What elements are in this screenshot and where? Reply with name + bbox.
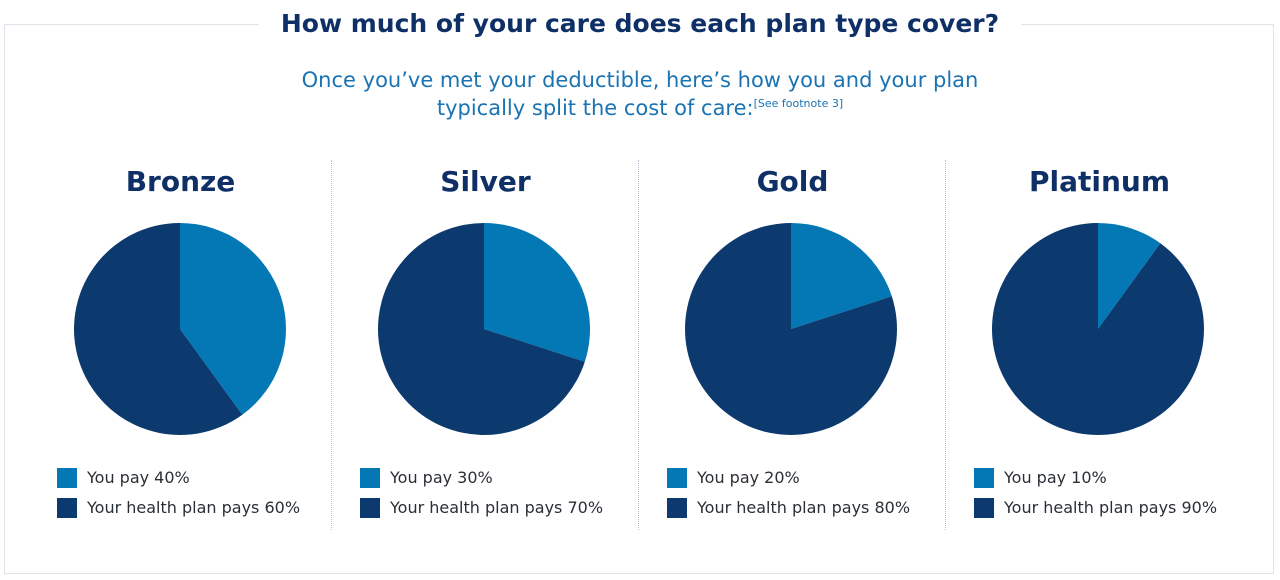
plan-panel-gold: Gold You pay 20% Your health plan pays 8… [639,158,946,538]
plan-title: Platinum [1028,165,1171,198]
plan-pays-swatch [667,498,687,518]
plan-pays-swatch [360,498,380,518]
legend-label: Your health plan pays 80% [697,498,911,517]
plan-panel-platinum: Platinum You pay 10% Your health plan pa… [946,158,1253,538]
page-title: How much of your care does each plan typ… [258,4,1022,44]
plan-pays-slice [73,223,243,435]
title-wrap: How much of your care does each plan typ… [0,4,1280,44]
pie-chart [378,223,590,435]
plan-title: Bronze [125,165,236,198]
pie-chart [992,223,1204,435]
panel-divider [945,160,946,530]
legend-label: You pay 30% [390,468,493,487]
panel-divider [331,160,332,530]
plan-title: Gold [756,165,829,198]
pie-chart [685,223,897,435]
legend-label: Your health plan pays 90% [1004,498,1218,517]
pie-chart [73,223,286,435]
you-pay-slice [1098,223,1161,329]
you-pay-swatch [360,468,380,488]
plan-pays-slice [685,223,897,435]
legend-label: You pay 40% [87,468,190,487]
subtitle-line-2-text: typically split the cost of care: [436,96,754,120]
you-pay-swatch [667,468,687,488]
plan-panel-silver: Silver You pay 30% Your health plan pays… [332,158,639,538]
footnote-link[interactable]: [See footnote 3] [753,97,844,110]
subtitle-line-1: Once you’ve met your deductible, here’s … [301,68,979,92]
legend-label: Your health plan pays 60% [87,498,301,517]
you-pay-swatch [57,468,77,488]
plan-pays-swatch [974,498,994,518]
plan-pays-slice [992,223,1204,435]
plan-title: Silver [440,165,531,198]
you-pay-slice [180,223,286,415]
panel-divider [638,160,639,530]
subtitle: Once you’ve met your deductible, here’s … [0,66,1280,122]
legend-label: You pay 10% [1004,468,1107,487]
plan-pays-slice [378,223,585,435]
plan-panel-bronze: Bronze You pay 40% Your health plan pays… [27,158,334,538]
you-pay-slice [791,223,892,329]
subtitle-line-2: typically split the cost of care:[See fo… [0,94,1280,122]
legend-label: You pay 20% [697,468,800,487]
you-pay-slice [484,223,590,362]
you-pay-swatch [974,468,994,488]
plan-pays-swatch [57,498,77,518]
legend-label: Your health plan pays 70% [390,498,604,517]
